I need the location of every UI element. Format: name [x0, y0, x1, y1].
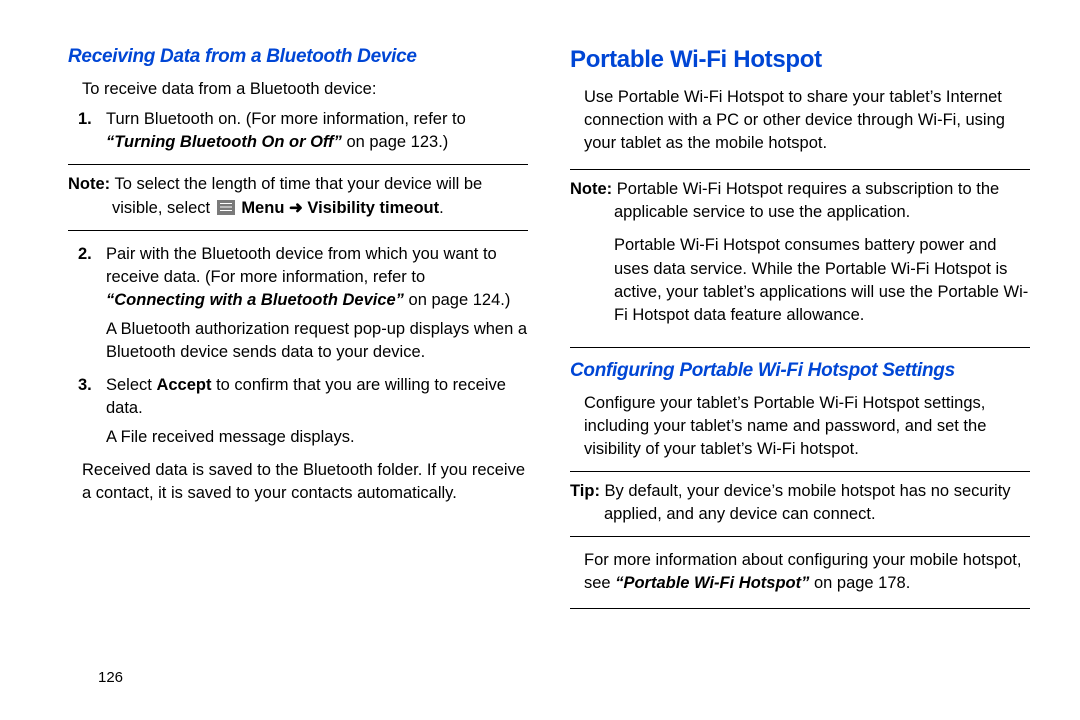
right-column: Portable Wi-Fi Hotspot Use Portable Wi-F… — [570, 46, 1030, 609]
config-text: Configure your tablet’s Portable Wi-Fi H… — [584, 392, 1030, 461]
closing-paragraph: Received data is saved to the Bluetooth … — [82, 459, 528, 505]
step-number: 3. — [78, 374, 92, 397]
note-visibility-label: Visibility timeout — [307, 199, 439, 217]
ordered-list-continued: 2. Pair with the Bluetooth device from w… — [68, 243, 528, 450]
note-block: Note: To select the length of time that … — [68, 164, 528, 230]
note-wifi-p1: Note: Portable Wi-Fi Hotspot requires a … — [570, 178, 1030, 224]
note-wifi-p2: Portable Wi-Fi Hotspot consumes battery … — [570, 234, 1030, 326]
subheading-configuring: Configuring Portable Wi-Fi Hotspot Setti… — [570, 360, 1030, 382]
step3-accept: Accept — [156, 376, 211, 394]
list-item: 1. Turn Bluetooth on. (For more informat… — [106, 108, 528, 154]
list-item: 3. Select Accept to confirm that you are… — [106, 374, 528, 449]
tip-label: Tip: — [570, 482, 600, 500]
step3-pre: Select — [106, 376, 156, 394]
note-label: Note: — [68, 175, 110, 193]
tip-text: By default, your device’s mobile hotspot… — [600, 482, 1011, 523]
intro-text: To receive data from a Bluetooth device: — [82, 78, 528, 100]
left-column: Receiving Data from a Bluetooth Device T… — [68, 46, 528, 609]
moreinfo-post: on page 178. — [809, 574, 910, 592]
moreinfo-paragraph: For more information about configuring y… — [584, 549, 1030, 595]
ordered-list: 1. Turn Bluetooth on. (For more informat… — [68, 108, 528, 154]
step1-reference: “Turning Bluetooth On or Off” — [106, 133, 342, 151]
step-number: 1. — [78, 108, 92, 131]
section-heading-portable-wifi: Portable Wi-Fi Hotspot — [570, 46, 1030, 74]
note-arrow: ➜ — [284, 199, 307, 217]
note-paragraph: Note: To select the length of time that … — [68, 173, 528, 219]
two-column-layout: Receiving Data from a Bluetooth Device T… — [68, 46, 1040, 609]
step1-text-post: on page 123.) — [342, 133, 448, 151]
note-period: . — [439, 199, 444, 217]
note-label: Note: — [570, 180, 612, 198]
step2-subtext: A Bluetooth authorization request pop-up… — [106, 318, 528, 364]
divider — [570, 608, 1030, 609]
step2-text-post: on page 124.) — [404, 291, 510, 309]
menu-icon — [217, 200, 235, 215]
tip-block: Tip: By default, your device’s mobile ho… — [570, 471, 1030, 537]
page-number: 126 — [98, 669, 123, 686]
step-number: 2. — [78, 243, 92, 266]
note-menu-label: Menu — [241, 199, 284, 217]
tip-paragraph: Tip: By default, your device’s mobile ho… — [570, 480, 1030, 526]
step2-text: Pair with the Bluetooth device from whic… — [106, 245, 497, 286]
wifi-intro-text: Use Portable Wi-Fi Hotspot to share your… — [584, 86, 1030, 155]
note-wifi-text1: Portable Wi-Fi Hotspot requires a subscr… — [612, 180, 999, 221]
moreinfo-ref: “Portable Wi-Fi Hotspot” — [615, 574, 809, 592]
section-heading-receiving-data: Receiving Data from a Bluetooth Device — [68, 46, 528, 68]
list-item: 2. Pair with the Bluetooth device from w… — [106, 243, 528, 364]
step2-reference: “Connecting with a Bluetooth Device” — [106, 291, 404, 309]
step3-subtext: A File received message displays. — [106, 426, 528, 449]
note-block-wifi: Note: Portable Wi-Fi Hotspot requires a … — [570, 169, 1030, 348]
step1-text-pre: Turn Bluetooth on. (For more information… — [106, 110, 466, 128]
